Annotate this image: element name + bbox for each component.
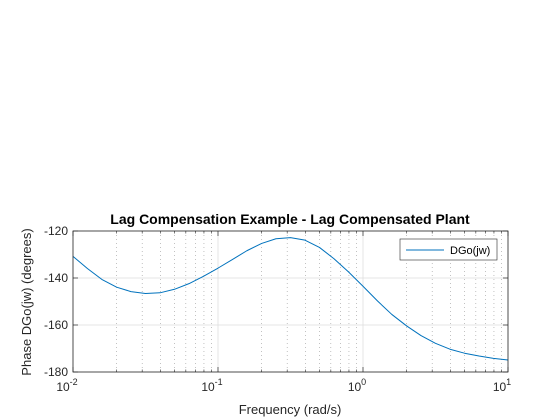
y-tick-label: -120 (44, 224, 68, 238)
chart-title: Lag Compensation Example - Lag Compensat… (110, 211, 470, 227)
legend-box (399, 238, 498, 261)
legend-label: DGo(jw) (450, 245, 490, 257)
tick-layer: 10-2 10-1 100 101-120-140-160-180 (44, 224, 511, 394)
axes-box (72, 230, 509, 373)
y-tick-label: -140 (44, 271, 68, 285)
x-axis-label: Frequency (rad/s) (239, 402, 342, 417)
legend: DGo(jw) (399, 238, 498, 261)
series-line-dgo (72, 237, 509, 361)
y-tick-label: -160 (44, 318, 68, 332)
y-tick-label: -180 (44, 365, 68, 379)
y-axis-label: Phase DGo(jw) (degrees) (19, 228, 34, 375)
series-layer (72, 237, 509, 361)
